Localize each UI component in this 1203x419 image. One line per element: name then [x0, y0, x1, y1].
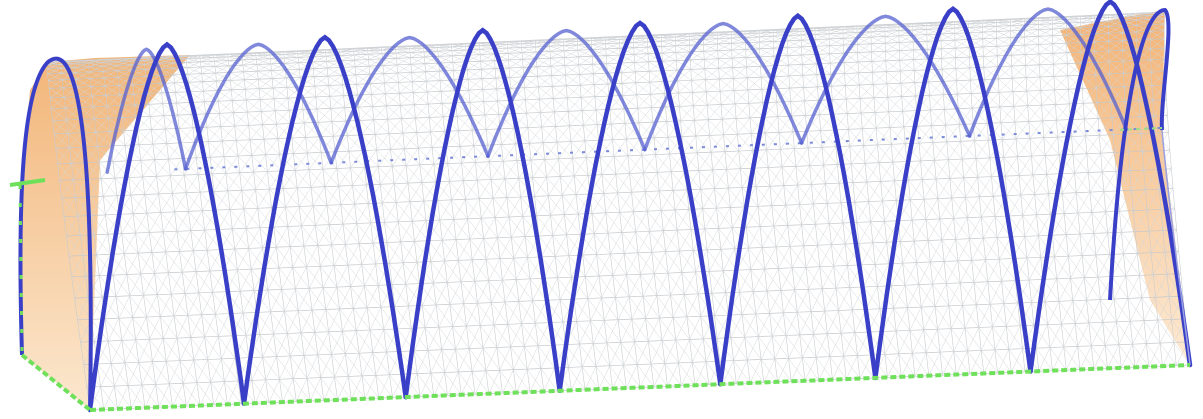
structure-render	[0, 0, 1203, 419]
page: (() => { JSON.parse(document.getElementB…	[0, 0, 1203, 419]
